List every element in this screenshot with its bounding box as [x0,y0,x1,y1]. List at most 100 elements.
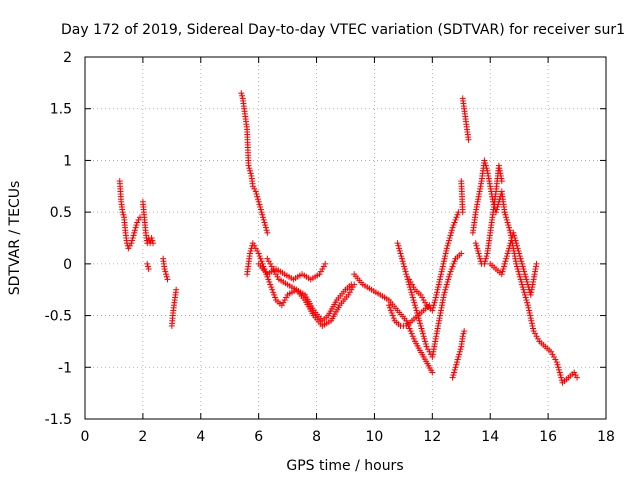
data-point [406,325,413,332]
data-point [522,294,529,301]
x-tick-label: 6 [254,429,263,445]
data-point [553,359,560,366]
data-point [417,322,424,329]
data-point [472,240,479,247]
data-point [499,268,506,275]
data-point [132,224,139,231]
data-point [530,328,537,335]
data-point [399,258,406,265]
data-point [128,240,135,247]
data-point [460,330,467,337]
series-s16 [458,178,466,216]
data-point [247,247,254,254]
data-point [456,348,463,355]
data-point [239,92,246,99]
y-axis-label: SDTVAR / TECUs [7,181,23,296]
data-point [532,330,539,337]
data-point [429,369,436,376]
data-point [247,170,254,177]
data-point [419,294,426,301]
data-point [501,209,508,216]
data-point [443,247,450,254]
data-point [502,211,509,218]
data-point [435,281,442,288]
data-point [447,232,454,239]
data-point [514,266,521,273]
data-point [500,266,507,273]
data-point [134,219,141,226]
x-tick-label: 16 [539,429,557,445]
data-point [130,232,137,239]
data-point [272,294,279,301]
data-point [389,312,396,319]
data-point [257,203,264,210]
data-point [254,247,261,254]
data-point [348,281,355,288]
data-point [388,309,395,316]
data-point [461,328,468,335]
data-point [320,263,327,270]
data-point [161,266,168,273]
data-point [266,278,273,285]
data-point [401,266,408,273]
x-tick-label: 0 [81,429,90,445]
data-point [482,162,489,169]
data-point [474,247,481,254]
data-point [412,304,419,311]
data-point [498,178,505,185]
data-point [270,289,277,296]
data-point [558,377,565,384]
data-point [441,255,448,262]
data-point [558,374,565,381]
data-point [149,237,156,244]
data-point [441,289,448,296]
data-point [449,374,456,381]
data-point [274,273,281,280]
data-points [116,90,581,386]
data-point [411,299,418,306]
data-point [420,333,427,340]
data-point [440,291,447,298]
series-s8 [264,255,355,324]
data-point [446,235,453,241]
data-point [505,222,512,229]
data-point [555,364,562,371]
data-point [414,309,421,316]
data-point [450,372,457,379]
data-point [267,281,274,288]
data-point [517,255,524,262]
data-point [453,361,460,368]
data-point [144,263,151,270]
series-s6 [238,90,271,236]
series-s2 [139,198,157,247]
data-point [442,250,449,257]
data-point [269,286,276,293]
data-point [521,268,528,275]
data-point [504,219,511,226]
data-point [245,162,252,169]
data-point [267,260,274,267]
data-point [533,260,540,267]
data-point [534,335,541,342]
data-point [416,317,423,324]
data-point [421,335,428,342]
data-point [503,216,510,223]
data-point [447,268,454,275]
grid-lines [85,57,606,419]
data-point [525,304,532,311]
data-point [404,320,411,327]
data-point [523,276,530,283]
data-point [126,242,133,249]
data-point [256,201,263,208]
data-point [522,273,529,280]
data-point [482,258,489,265]
data-point [262,222,269,229]
data-point [454,211,461,218]
data-point [419,330,426,337]
data-point [387,307,394,314]
data-point [316,271,323,278]
data-point [444,278,451,285]
data-point [476,253,483,260]
data-point [253,191,260,198]
